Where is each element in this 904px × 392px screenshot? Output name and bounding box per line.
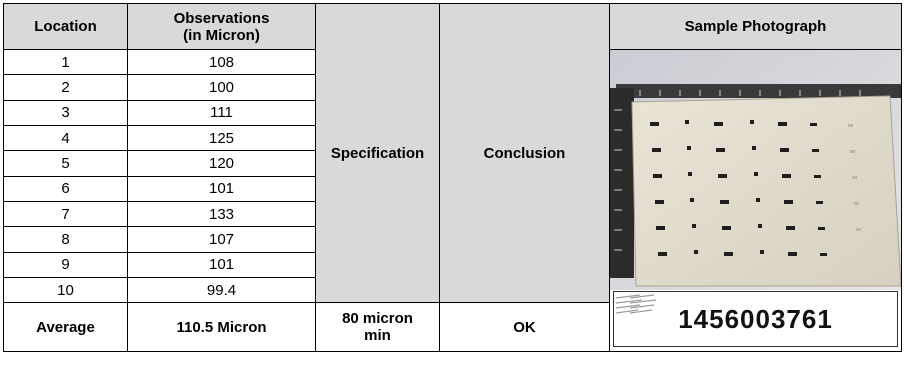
sample-panel-image <box>610 50 901 290</box>
header-sample-photograph: Sample Photograph <box>609 3 902 50</box>
observation-cell: 111 <box>127 99 316 127</box>
coated-panel <box>631 95 901 287</box>
specification-value-line1: 80 micron <box>342 310 413 328</box>
observation-cell: 99.4 <box>127 277 316 304</box>
location-cell: 7 <box>3 201 128 228</box>
conclusion-cell: Conclusion <box>439 2 610 304</box>
location-cell: 8 <box>3 226 128 253</box>
observation-cell: 100 <box>127 74 316 101</box>
location-cell: 5 <box>3 150 128 177</box>
observation-cell: 120 <box>127 150 316 177</box>
average-value: 110.5 Micron <box>127 302 316 352</box>
header-observations: Observations (in Micron) <box>127 3 316 50</box>
location-cell: 2 <box>3 74 128 101</box>
ruler-top <box>616 84 901 98</box>
location-cell: 10 <box>3 277 128 304</box>
observation-cell: 125 <box>127 125 316 152</box>
observation-cell: 107 <box>127 226 316 253</box>
sample-photograph: 1456003761 <box>610 50 901 351</box>
panel-slots <box>650 120 827 256</box>
location-cell: 9 <box>3 251 128 279</box>
header-observations-line2: (in Micron) <box>183 26 260 44</box>
scribble-right <box>615 294 643 314</box>
location-cell: 1 <box>3 48 128 76</box>
header-location: Location <box>3 3 128 50</box>
specification-value: 80 micron min <box>315 302 440 352</box>
sample-id-number: 1456003761 <box>678 303 833 334</box>
observation-cell: 101 <box>127 251 316 279</box>
observation-cell: 101 <box>127 175 316 203</box>
average-label: Average <box>3 302 128 352</box>
conclusion-value: OK <box>439 302 610 352</box>
sample-photograph-cell: 1456003761 <box>609 49 902 352</box>
specification-value-line2: min <box>364 327 391 345</box>
scribble-left <box>629 294 657 314</box>
location-cell: 6 <box>3 175 128 203</box>
observation-cell: 108 <box>127 48 316 76</box>
header-observations-line1: Observations <box>173 9 270 27</box>
location-cell: 3 <box>3 99 128 127</box>
sample-id-label: 1456003761 <box>613 291 898 347</box>
specification-cell: Specification <box>315 2 440 304</box>
observation-cell: 133 <box>127 201 316 228</box>
location-cell: 4 <box>3 125 128 152</box>
measurement-report-table: Location Observations (in Micron) Specif… <box>3 2 902 352</box>
